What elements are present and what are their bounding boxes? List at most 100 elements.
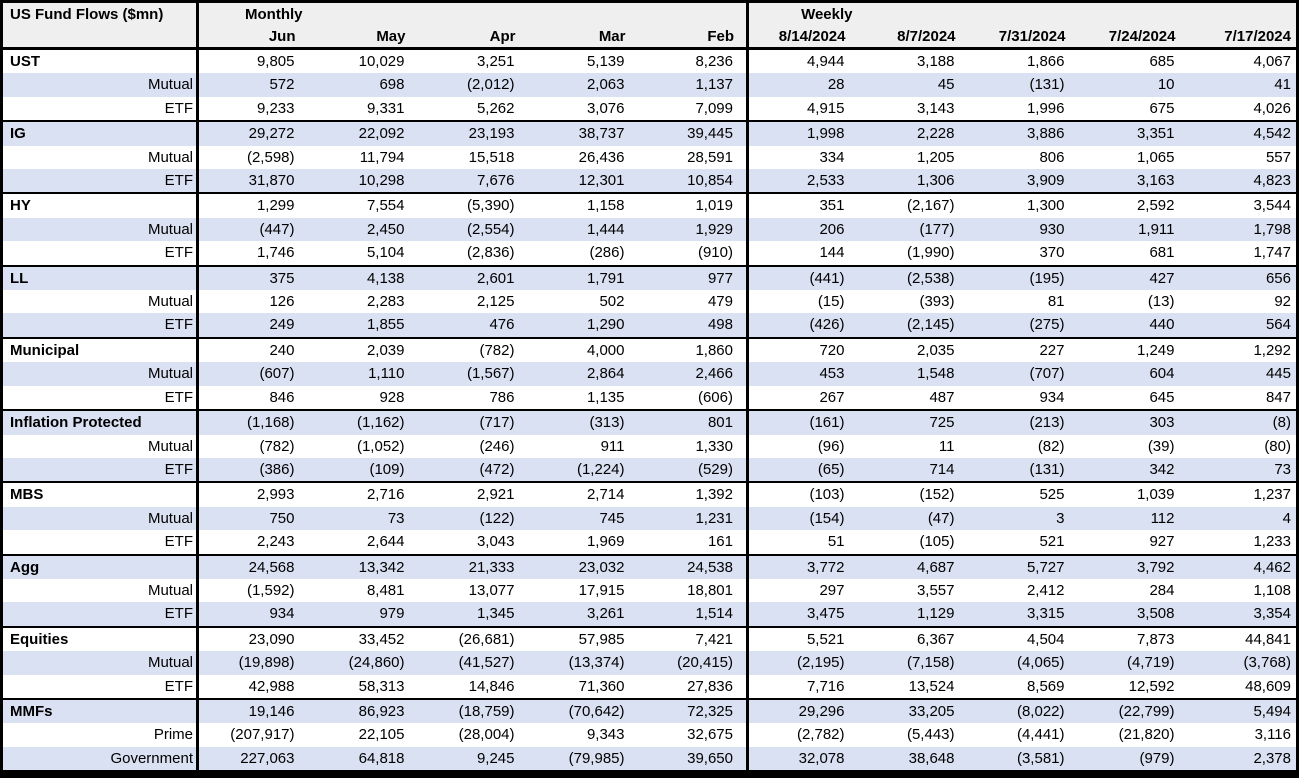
value-cell: (606)	[697, 388, 733, 406]
sub-row: Mutual (19,898) (24,860) (41,527) (13,374) (2…	[1, 651, 1298, 675]
value-cell: 979	[307, 602, 418, 627]
value-cell: 911	[600, 437, 625, 455]
value-cell: (7,158)	[857, 651, 968, 675]
value-cell: (5,390)	[417, 192, 528, 218]
value-cell: (82)	[1037, 437, 1065, 455]
value-cell: 58,313	[358, 677, 405, 695]
value-cell: 44,841	[1187, 625, 1298, 652]
value-cell: 112	[1077, 506, 1188, 531]
value-cell: (1,224)	[527, 457, 638, 483]
group-row-municipal: Municipal 240 2,039 (782) 4,000 1,860 720 2,035…	[1, 336, 1298, 363]
value-cell: 685	[1149, 53, 1175, 70]
value-cell: (39)	[1147, 437, 1175, 455]
value-cell: 427	[1077, 264, 1188, 291]
value-cell: 4,138	[307, 264, 418, 291]
group-row-ll: LL 375 4,138 2,601 1,791 977 (441) (2,538) (195)…	[1, 264, 1298, 291]
value-cell: (3,581)	[967, 746, 1078, 772]
value-cell: 750	[196, 506, 308, 531]
value-cell: 2,714	[527, 481, 638, 507]
value-cell: (529)	[637, 457, 748, 483]
value-cell: 8,569	[1026, 677, 1065, 695]
value-cell: 5,262	[476, 99, 515, 117]
group-row-inflation-protected: Inflation Protected (1,168) (1,162) (717) (3…	[1, 409, 1298, 435]
value-cell: (177)	[857, 217, 968, 242]
sub-row: Mutual 750 73 (122) 745 1,231 (154) (47) 3 112 4	[1, 506, 1298, 531]
value-cell: (2,782)	[746, 723, 858, 747]
value-cell: 1,860	[637, 336, 748, 363]
table-header: US Fund Flows ($mn) Monthly Weekly Jun M…	[1, 1, 1298, 50]
row-group-label: Equities	[1, 625, 198, 652]
value-cell: 3,557	[916, 581, 955, 599]
value-cell: 1,231	[637, 506, 748, 531]
sub-row: Mutual 126 2,283 2,125 502 479 (15) (393) 81 (13)…	[2, 290, 1298, 314]
sub-row: ETF 42,988 58,313 14,846 71,360 27,836 7,716 13…	[2, 674, 1298, 699]
value-cell: 2,125	[476, 293, 515, 311]
value-cell: 1,137	[637, 73, 748, 97]
value-cell: 3,475	[746, 602, 858, 627]
value-cell: 1,306	[857, 169, 968, 194]
value-cell: (80)	[1264, 437, 1291, 455]
value-cell: 3,143	[916, 99, 955, 117]
value-cell: (426)	[746, 313, 858, 338]
value-cell: (447)	[196, 217, 308, 242]
value-cell: 21,333	[417, 553, 528, 579]
value-cell: 525	[967, 481, 1078, 507]
value-cell: 126	[196, 290, 308, 314]
value-cell: (607)	[196, 362, 308, 386]
value-cell: 39,650	[637, 746, 748, 772]
value-cell: 927	[1149, 533, 1175, 551]
header-columns-row: Jun May Apr Mar Feb 8/14/2024 8/7/2024 7…	[2, 25, 1298, 50]
value-cell: 22,092	[307, 120, 418, 146]
value-cell: (207,917)	[196, 723, 308, 747]
sub-row: ETF 9,233 9,331 5,262 3,076 7,099 4,915 3,143 1,…	[2, 96, 1298, 122]
value-cell: (8)	[1187, 409, 1298, 435]
value-cell: 1,205	[916, 148, 955, 166]
value-cell: 3,792	[1077, 553, 1188, 579]
value-cell: (979)	[1077, 746, 1188, 772]
sub-row: Mutual (2,598) 11,794 15,518 26,436 28,591 334…	[2, 145, 1298, 170]
value-cell: 240	[196, 336, 308, 363]
row-group-label: Municipal	[1, 336, 198, 363]
value-cell: 1,108	[1253, 581, 1291, 599]
value-cell: 161	[707, 533, 733, 551]
sub-row: Mutual (1,592) 8,481 13,077 17,915 18,801 297 3…	[2, 578, 1298, 603]
value-cell: 7,421	[637, 625, 748, 652]
row-sub-label: ETF	[164, 99, 193, 117]
value-cell: 1,330	[695, 437, 733, 455]
value-cell: 714	[857, 457, 968, 483]
sub-row: Prime (207,917) 22,105 (28,004) 9,343 32,675 (…	[2, 723, 1298, 747]
value-cell: 81	[1047, 293, 1065, 311]
row-sub-label: ETF	[1, 457, 198, 483]
value-cell: 10,298	[307, 169, 418, 194]
value-cell: 28,591	[687, 148, 733, 166]
value-cell: 1,135	[586, 388, 625, 406]
value-cell: 29,272	[196, 120, 308, 146]
value-cell: 1,065	[1136, 148, 1175, 166]
value-cell: 1,249	[1077, 336, 1188, 363]
value-cell: 1,039	[1077, 481, 1188, 507]
value-cell: (24,860)	[307, 651, 418, 675]
column-header-week-4: 7/24/2024	[1077, 25, 1188, 50]
value-cell: 1,444	[527, 217, 638, 242]
value-cell: 2,378	[1187, 746, 1298, 772]
value-cell: 227,063	[196, 746, 308, 772]
value-cell: 64,818	[307, 746, 418, 772]
value-cell: 930	[967, 217, 1078, 242]
value-cell: (161)	[746, 409, 858, 435]
value-cell: 249	[196, 313, 308, 338]
value-cell: 1,929	[637, 217, 748, 242]
value-cell: (313)	[527, 409, 638, 435]
value-cell: 26,436	[578, 148, 625, 166]
value-cell: 3,043	[476, 533, 515, 551]
value-cell: 13,342	[307, 553, 418, 579]
value-cell: (96)	[746, 434, 858, 458]
row-sub-label: Mutual	[1, 651, 198, 675]
value-cell: (2,554)	[417, 217, 528, 242]
value-cell: 934	[1039, 388, 1065, 406]
row-sub-label: ETF	[164, 388, 193, 406]
value-cell: (20,415)	[637, 651, 748, 675]
value-cell: 9,331	[366, 99, 405, 117]
row-sub-label: Prime	[153, 726, 193, 744]
